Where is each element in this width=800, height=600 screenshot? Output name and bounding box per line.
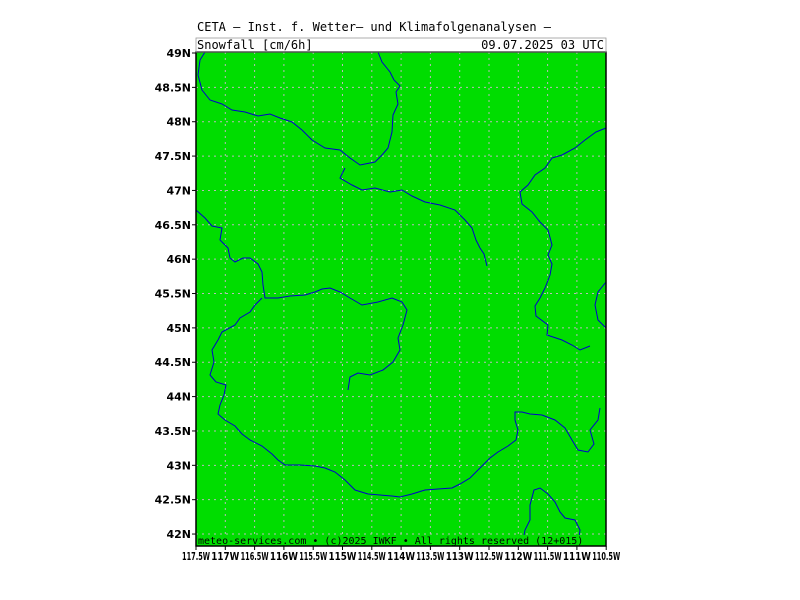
lat-tick-label: 47.5N xyxy=(155,150,191,163)
lon-tick-label: 111.5W xyxy=(534,550,562,563)
datetime-label: 09.07.2025 03 UTC xyxy=(481,38,604,52)
border-idaho-montana xyxy=(197,51,401,166)
lat-tick-label: 43.5N xyxy=(155,425,191,438)
lat-tick-label: 45.5N xyxy=(155,288,191,301)
lat-tick-label: 49N xyxy=(166,47,191,60)
lat-tick-label: 47N xyxy=(166,184,191,197)
longitude-axis: 117.5W 117W 116.5W 116W 115.5W 115W 114.5W 114W… xyxy=(182,546,620,563)
lon-tick-label: 112.5W xyxy=(475,550,503,563)
lon-tick-label: 117.5W xyxy=(182,550,210,563)
state-borders xyxy=(195,51,607,547)
lat-tick-label: 42.5N xyxy=(155,494,191,507)
lon-tick-label: 115.5W xyxy=(299,550,327,563)
lat-tick-label: 46N xyxy=(166,253,191,266)
border-southeast xyxy=(521,487,581,547)
lat-tick-label: 44.5N xyxy=(155,356,191,369)
lon-tick-label: 110.5W xyxy=(592,550,620,563)
header-box xyxy=(195,37,607,53)
lat-tick-label: 43N xyxy=(166,459,191,472)
border-idaho-oregon xyxy=(195,209,408,391)
lat-tick-label: 48N xyxy=(166,116,191,129)
lon-tick-label: 113W xyxy=(446,550,474,563)
lat-tick-label: 44N xyxy=(166,391,191,404)
lon-tick-label: 111W xyxy=(563,550,591,563)
copyright-footer: meteo-services.com • (c)2025 IWKF • All … xyxy=(198,536,583,547)
lon-tick-label: 116W xyxy=(270,550,298,563)
border-wyoming-east xyxy=(519,127,607,351)
footer-strip xyxy=(196,535,606,546)
map-title: CETA — Inst. f. Wetter— und Klimafolgena… xyxy=(197,20,552,34)
lat-tick-label: 46.5N xyxy=(155,219,191,232)
lat-tick-label: 42N xyxy=(166,528,191,541)
lon-tick-label: 115W xyxy=(329,550,357,563)
border-continental-divide xyxy=(339,167,488,267)
lon-tick-label: 114.5W xyxy=(358,550,386,563)
parameter-label: Snowfall [cm/6h] xyxy=(197,38,313,52)
lon-tick-label: 116.5W xyxy=(241,550,269,563)
lon-tick-label: 113.5W xyxy=(416,550,444,563)
lon-tick-label: 117W xyxy=(211,550,239,563)
lat-tick-label: 48.5N xyxy=(155,81,191,94)
border-wyoming-edge xyxy=(594,281,607,329)
border-western-loop xyxy=(209,297,601,498)
lon-tick-label: 112W xyxy=(504,550,532,563)
lon-tick-label: 114W xyxy=(387,550,415,563)
lat-tick-label: 45N xyxy=(166,322,191,335)
latitude-axis: 49N 48.5N 48N 47.5N 47N 46.5N 46N 45.5N 45N 44.5N… xyxy=(155,47,196,541)
